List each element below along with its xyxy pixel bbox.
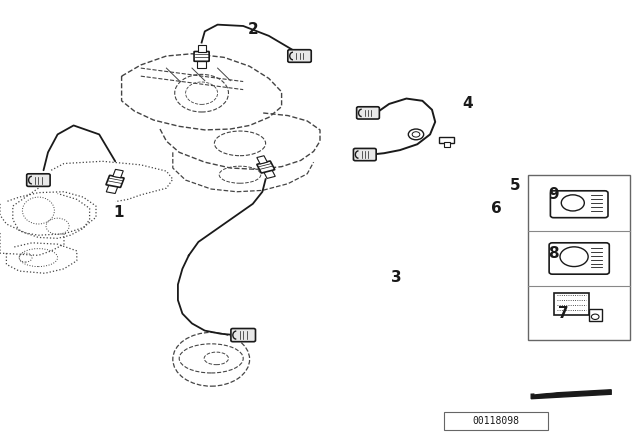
- Text: 5: 5: [510, 178, 520, 194]
- Bar: [528, 175, 630, 340]
- FancyBboxPatch shape: [106, 175, 124, 187]
- Polygon shape: [534, 390, 557, 394]
- Bar: [554, 293, 589, 314]
- Bar: [113, 169, 124, 178]
- Text: 1: 1: [113, 205, 124, 220]
- Bar: [264, 170, 275, 178]
- Bar: [444, 412, 548, 430]
- Bar: [197, 61, 206, 68]
- Text: 3: 3: [392, 270, 402, 285]
- FancyBboxPatch shape: [194, 52, 209, 61]
- Text: 4: 4: [462, 95, 472, 111]
- Bar: [439, 137, 454, 143]
- Bar: [257, 156, 268, 164]
- Circle shape: [408, 129, 424, 140]
- Bar: [198, 45, 205, 52]
- FancyBboxPatch shape: [231, 328, 255, 342]
- FancyBboxPatch shape: [549, 243, 609, 274]
- Bar: [444, 142, 450, 147]
- Bar: [106, 185, 118, 194]
- FancyBboxPatch shape: [353, 148, 376, 161]
- Bar: [589, 309, 602, 321]
- FancyBboxPatch shape: [356, 107, 380, 119]
- Text: 8: 8: [548, 246, 559, 261]
- FancyBboxPatch shape: [288, 50, 311, 62]
- Text: 2: 2: [248, 22, 258, 37]
- Text: 6: 6: [491, 201, 501, 216]
- FancyBboxPatch shape: [257, 161, 275, 173]
- Text: 9: 9: [548, 187, 559, 202]
- Text: 00118098: 00118098: [472, 416, 520, 426]
- FancyBboxPatch shape: [27, 174, 50, 186]
- Polygon shape: [531, 390, 611, 399]
- Text: 7: 7: [558, 306, 568, 321]
- FancyBboxPatch shape: [550, 191, 608, 218]
